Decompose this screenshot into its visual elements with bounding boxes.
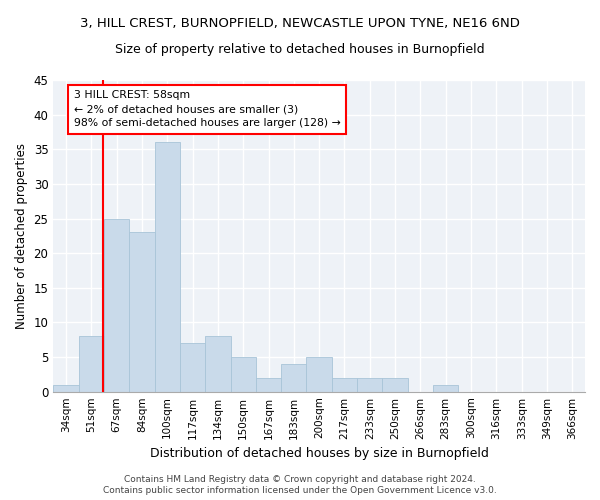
X-axis label: Distribution of detached houses by size in Burnopfield: Distribution of detached houses by size … [150, 447, 488, 460]
Text: Size of property relative to detached houses in Burnopfield: Size of property relative to detached ho… [115, 42, 485, 56]
Bar [256, 378, 281, 392]
Bar [129, 232, 155, 392]
Y-axis label: Number of detached properties: Number of detached properties [15, 143, 28, 329]
Bar [205, 336, 230, 392]
Bar [382, 378, 408, 392]
Bar [155, 142, 180, 392]
Bar [307, 357, 332, 392]
Bar [53, 385, 79, 392]
Bar [230, 357, 256, 392]
Text: Contains HM Land Registry data © Crown copyright and database right 2024.: Contains HM Land Registry data © Crown c… [124, 475, 476, 484]
Text: 3 HILL CREST: 58sqm
← 2% of detached houses are smaller (3)
98% of semi-detached: 3 HILL CREST: 58sqm ← 2% of detached hou… [74, 90, 340, 128]
Bar [180, 343, 205, 392]
Bar [332, 378, 357, 392]
Bar [79, 336, 104, 392]
Bar [357, 378, 382, 392]
Text: 3, HILL CREST, BURNOPFIELD, NEWCASTLE UPON TYNE, NE16 6ND: 3, HILL CREST, BURNOPFIELD, NEWCASTLE UP… [80, 18, 520, 30]
Text: Contains public sector information licensed under the Open Government Licence v3: Contains public sector information licen… [103, 486, 497, 495]
Bar [281, 364, 307, 392]
Bar [104, 218, 129, 392]
Bar [433, 385, 458, 392]
